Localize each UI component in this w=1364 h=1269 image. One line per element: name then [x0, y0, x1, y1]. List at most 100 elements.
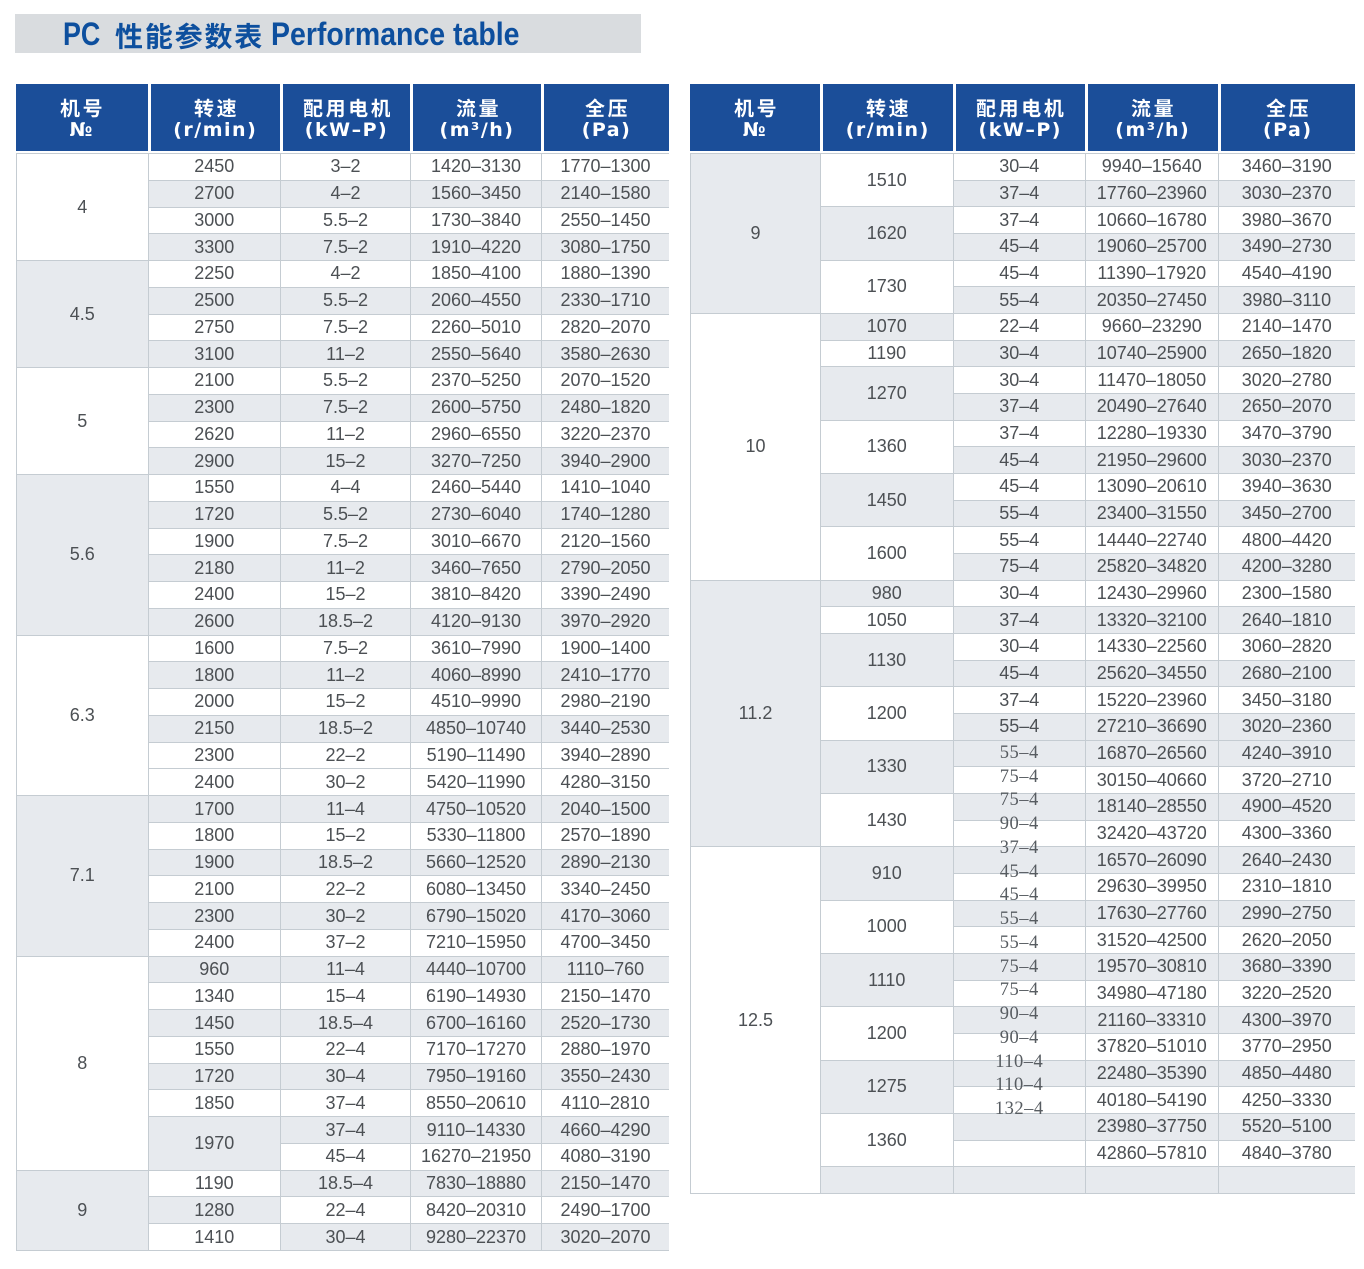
- flow-cell: 9940–15640: [1085, 153, 1218, 180]
- column-header-1: (r/min): [820, 84, 953, 151]
- model-no-cell: 8: [16, 955, 148, 1170]
- flow-cell: 20350–27450: [1085, 286, 1218, 313]
- column-header-chinese: [1132, 98, 1174, 117]
- column-header-3: (m³/h): [410, 84, 541, 151]
- flow-cell: 34980–47180: [1085, 979, 1218, 1007]
- flow-cell: 18140–28550: [1085, 792, 1218, 820]
- flow-cell: 5330–11800: [410, 821, 541, 849]
- speed-cell: 2400: [147, 768, 280, 796]
- table-header-right: № (r/min) (kW–P) (m³/h) (Pa): [690, 84, 1355, 151]
- pressure-cell: 2120–1560: [541, 527, 669, 555]
- pressure-cell: 2980–2190: [541, 688, 669, 715]
- pressure-cell: 3770–2950: [1217, 1032, 1355, 1060]
- flow-cell: 7830–18880: [410, 1169, 541, 1197]
- pressure-cell: 3470–3790: [1217, 419, 1355, 447]
- speed-cell: 2900: [147, 447, 280, 475]
- pressure-cell: 4900–4520: [1217, 792, 1355, 820]
- flow-cell: 4850–10740: [410, 714, 541, 742]
- column-header-1: (r/min): [147, 84, 281, 151]
- pressure-cell: 2790–2050: [541, 554, 669, 582]
- flow-cell: 29630–39950: [1085, 872, 1218, 900]
- flow-cell: 21160–33310: [1085, 1006, 1218, 1033]
- pressure-cell: 3580–2630: [541, 340, 669, 368]
- speed-cell: 2100: [147, 875, 280, 903]
- pressure-cell: 3720–2710: [1217, 766, 1355, 793]
- speed-cell: 2250: [147, 260, 280, 287]
- speed-cell: 2400: [147, 928, 280, 956]
- motor-kw-cell: 55–4: [952, 499, 1085, 527]
- column-header-chinese: [456, 98, 498, 117]
- title-chinese-text: [115, 22, 263, 50]
- flow-cell: 16570–26090: [1085, 846, 1218, 873]
- pressure-cell: 3020–2360: [1217, 712, 1355, 740]
- column-header-unit: (m³/h): [1115, 118, 1191, 141]
- speed-cell: 2700: [147, 179, 280, 207]
- motor-kw-cell: 22–4: [280, 1035, 410, 1063]
- pressure-cell: 3970–2920: [541, 607, 669, 635]
- pressure-cell: 4840–3780: [1217, 1139, 1355, 1167]
- speed-cell: 2180: [147, 554, 280, 582]
- pressure-cell: 3060–2820: [1217, 632, 1355, 660]
- flow-cell: [1085, 1166, 1218, 1193]
- flow-cell: 15220–23960: [1085, 686, 1218, 713]
- flow-cell: 4440–10700: [410, 955, 541, 983]
- pressure-cell: 3460–3190: [1217, 153, 1355, 180]
- pressure-cell: 3940–3630: [1217, 472, 1355, 500]
- motor-kw-cell: 11–2: [280, 340, 410, 368]
- flow-cell: 40180–54190: [1085, 1086, 1218, 1113]
- motor-kw-cell: 55–4: [952, 526, 1085, 553]
- flow-cell: 5660–12520: [410, 848, 541, 876]
- pressure-cell: 3080–1750: [541, 233, 669, 261]
- flow-cell: 25620–34550: [1085, 659, 1218, 687]
- speed-cell: 1850: [147, 1089, 280, 1117]
- motor-kw-cell: 37–4: [280, 1116, 410, 1143]
- motor-kw-cell: 5.5–2: [280, 286, 410, 314]
- flow-cell: 11390–17920: [1085, 259, 1218, 287]
- motor-kw-cell: 15–2: [280, 447, 410, 475]
- flow-cell: 17630–27760: [1085, 899, 1218, 927]
- motor-kw-cell: 22–2: [280, 875, 410, 903]
- pressure-cell: 1900–1400: [541, 634, 669, 662]
- column-header-unit: (Pa): [1262, 118, 1313, 141]
- speed-cell: 2300: [147, 741, 280, 769]
- speed-cell: 1970: [147, 1116, 280, 1170]
- motor-kw-cell: 15–4: [280, 982, 410, 1010]
- motor-kw-cell: 7.5–2: [280, 393, 410, 421]
- speed-cell: 1190: [147, 1169, 280, 1197]
- pressure-cell: 2480–1820: [541, 393, 669, 421]
- speed-cell: 1275: [820, 1059, 953, 1113]
- flow-cell: 7950–19160: [410, 1062, 541, 1090]
- motor-kw-cell: 30–2: [280, 902, 410, 929]
- motor-kw-cell: 18.5–2: [280, 607, 410, 635]
- speed-cell: 1550: [147, 1035, 280, 1063]
- flow-cell: 3610–7990: [410, 634, 541, 662]
- pressure-cell: 2070–1520: [541, 367, 669, 394]
- flow-cell: 9280–22370: [410, 1223, 541, 1250]
- speed-cell: 1200: [820, 686, 953, 740]
- flow-cell: 1910–4220: [410, 233, 541, 261]
- motor-kw-cell: 5.5–2: [280, 500, 410, 528]
- pressure-cell: 2410–1770: [541, 661, 669, 689]
- pressure-cell: [1217, 1166, 1355, 1193]
- title-prefix: PC: [63, 16, 101, 52]
- speed-cell: 960: [147, 955, 280, 983]
- pressure-cell: 5520–5100: [1217, 1112, 1355, 1140]
- pressure-cell: 2820–2070: [541, 313, 669, 341]
- flow-cell: 4060–8990: [410, 661, 541, 689]
- speed-cell: 2500: [147, 286, 280, 314]
- speed-cell: 1360: [820, 1112, 953, 1167]
- pressure-cell: 3220–2520: [1217, 979, 1355, 1007]
- column-header-chinese: [60, 98, 102, 117]
- motor-kw-cell: 30–4: [952, 366, 1085, 393]
- pressure-cell: 3450–2700: [1217, 499, 1355, 527]
- speed-cell: 1700: [147, 795, 280, 822]
- motor-kw-cell: 110–4: [952, 1075, 1085, 1140]
- speed-cell: 1800: [147, 661, 280, 689]
- flow-cell: 2260–5010: [410, 313, 541, 341]
- pressure-cell: 1740–1280: [541, 500, 669, 528]
- flow-cell: 3460–7650: [410, 554, 541, 582]
- speed-cell: 1600: [820, 526, 953, 580]
- column-header-chinese: [303, 98, 391, 117]
- flow-cell: 21950–29600: [1085, 446, 1218, 473]
- flow-cell: 17760–23960: [1085, 179, 1218, 207]
